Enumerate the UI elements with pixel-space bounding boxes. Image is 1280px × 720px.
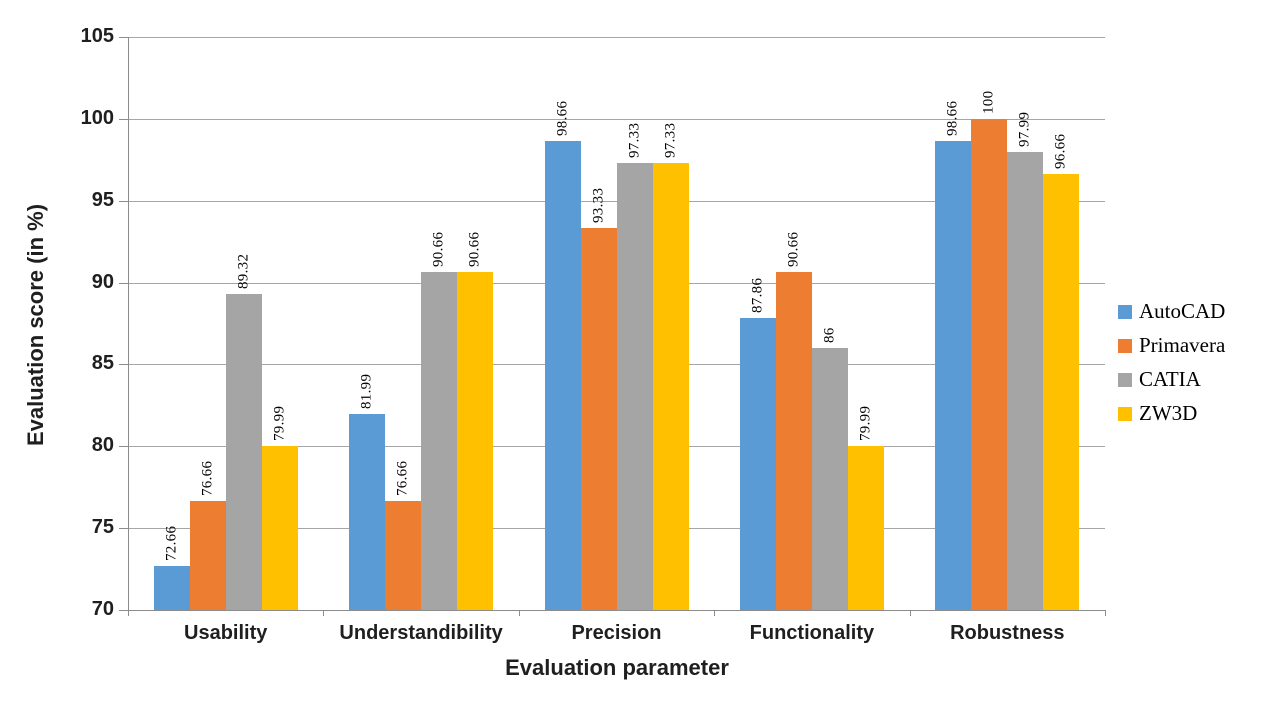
bar-value-label: 100 <box>980 90 997 114</box>
bar-value-label: 90.66 <box>785 231 802 267</box>
x-axis-tick-mark <box>518 610 520 616</box>
legend-label: Primavera <box>1139 333 1226 357</box>
legend-label: CATIA <box>1139 367 1201 391</box>
y-axis-tick-mark <box>119 200 128 202</box>
bar-zw3d-usability <box>261 446 298 610</box>
bar-value-label: 87.86 <box>749 277 766 313</box>
legend: AutoCAD Primavera CATIA ZW3D <box>1118 299 1225 435</box>
x-axis-tick-mark <box>323 610 325 616</box>
y-axis-tick-label: 100 <box>80 106 114 129</box>
bar-zw3d-functionality <box>847 446 884 610</box>
bar-value-label: 93.33 <box>590 187 606 224</box>
legend-item-primavera: Primavera <box>1118 333 1225 358</box>
bar-value-label: 98.66 <box>944 100 961 136</box>
x-axis-category-label-functionality: Functionality <box>749 622 875 644</box>
bar-autocad-robustness <box>935 140 972 610</box>
legend-label: AutoCAD <box>1139 299 1226 323</box>
y-axis-tick-label: 85 <box>91 352 114 375</box>
legend-swatch-zw3d <box>1118 406 1132 421</box>
legend-item-autocad: AutoCAD <box>1118 299 1225 324</box>
bar-autocad-understandibility <box>349 413 386 610</box>
bar-value-label: 97.99 <box>1016 111 1033 147</box>
bar-value-label: 96.66 <box>1052 133 1069 169</box>
y-axis-tick-mark <box>119 37 128 38</box>
legend-swatch-catia <box>1118 372 1132 387</box>
x-axis-tick-mark <box>1105 610 1106 616</box>
y-axis-tick-mark <box>119 610 128 611</box>
y-axis-title: Evaluation score (in %) <box>23 203 48 447</box>
bar-value-label: 79.99 <box>857 406 874 442</box>
x-axis-tick-mark <box>909 610 911 616</box>
bar-catia-usability <box>225 293 262 610</box>
x-axis-tick-mark <box>128 610 129 616</box>
x-axis-category-label-robustness: Robustness <box>950 622 1065 644</box>
legend-swatch-autocad <box>1118 304 1132 319</box>
bar-value-label: 72.66 <box>163 526 180 562</box>
y-axis-tick-label: 105 <box>80 25 114 47</box>
bar-autocad-usability <box>153 566 190 610</box>
legend-item-zw3d: ZW3D <box>1118 401 1225 426</box>
x-axis-line <box>127 610 1105 611</box>
bar-value-label: 89.32 <box>235 253 252 289</box>
y-axis-tick-label: 70 <box>91 598 114 620</box>
bar-catia-understandibility <box>421 271 458 610</box>
legend-label: ZW3D <box>1139 401 1198 425</box>
bar-value-label: 86 <box>821 327 838 344</box>
y-axis-tick-mark <box>119 364 128 366</box>
x-axis-title: Evaluation parameter <box>505 655 729 680</box>
bar-autocad-precision <box>544 140 581 610</box>
y-axis-tick-mark <box>119 118 128 120</box>
bar-primavera-usability <box>189 500 226 610</box>
legend-swatch-primavera <box>1118 338 1132 353</box>
bar-value-label: 98.66 <box>554 100 570 136</box>
bar-value-label: 76.66 <box>394 460 411 496</box>
legend-item-catia: CATIA <box>1118 367 1225 392</box>
y-axis-tick-mark <box>119 446 128 448</box>
x-axis-category-label-understandibility: Understandibility <box>339 622 503 644</box>
bar-catia-functionality <box>811 348 848 610</box>
bar-value-label: 79.99 <box>271 406 288 442</box>
x-axis-tick-mark <box>714 610 716 616</box>
bar-autocad-functionality <box>739 317 776 610</box>
y-axis-tick-label: 90 <box>91 270 114 293</box>
gridline <box>128 118 1105 120</box>
bar-catia-precision <box>616 162 653 610</box>
y-axis-tick-label: 95 <box>91 188 114 211</box>
bar-primavera-precision <box>580 228 617 610</box>
y-axis-tick-mark <box>119 282 128 284</box>
bar-value-label: 90.66 <box>466 231 483 267</box>
bar-catia-robustness <box>1007 151 1044 610</box>
gridline <box>128 37 1105 38</box>
x-axis-category-label-usability: Usability <box>184 622 268 644</box>
bar-value-label: 90.66 <box>430 231 447 267</box>
bar-primavera-functionality <box>775 271 812 610</box>
bar-zw3d-understandibility <box>457 271 494 610</box>
y-axis-tick-label: 80 <box>91 434 114 457</box>
bar-primavera-robustness <box>971 118 1008 610</box>
bar-value-label: 76.66 <box>199 460 216 496</box>
x-axis-category-label-precision: Precision <box>571 622 662 644</box>
bar-value-label: 97.33 <box>626 122 642 158</box>
y-axis-tick-mark <box>119 528 128 530</box>
bar-value-label: 97.33 <box>662 122 678 158</box>
bar-zw3d-precision <box>652 162 689 610</box>
bar-value-label: 81.99 <box>358 373 375 409</box>
bar-primavera-understandibility <box>385 500 422 610</box>
y-axis-tick-label: 75 <box>91 516 114 539</box>
y-axis-line <box>128 37 129 610</box>
bar-zw3d-robustness <box>1043 173 1080 610</box>
